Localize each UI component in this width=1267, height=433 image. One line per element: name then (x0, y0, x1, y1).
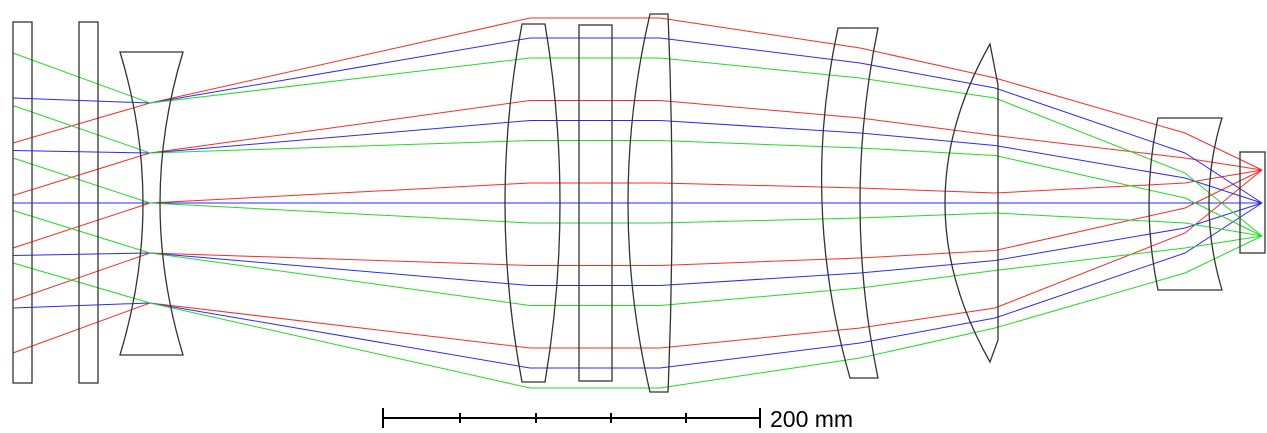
ray (12, 235, 1263, 389)
meniscus-lens (627, 13, 673, 393)
field-lens (1148, 117, 1223, 291)
plate (78, 21, 99, 384)
ray (12, 210, 1263, 306)
ray (12, 120, 1263, 204)
ray (12, 169, 1263, 354)
plano-convex-lens (944, 42, 999, 364)
ray (12, 105, 1263, 237)
plate (12, 21, 33, 384)
plate (578, 24, 613, 382)
biconcave-lens (119, 51, 184, 356)
ray (12, 157, 1263, 237)
window (1239, 151, 1266, 254)
ray (12, 100, 1263, 196)
ray (12, 52, 1263, 237)
scale-label: 200 mm (770, 406, 853, 432)
biconvex-lens (504, 23, 561, 383)
lens-elements (12, 13, 1266, 393)
ray (12, 17, 1263, 171)
rays (12, 17, 1263, 389)
ray (12, 202, 1263, 286)
scale-bar: 200 mm (382, 406, 853, 432)
meniscus-lens (820, 27, 879, 379)
ray (12, 169, 1263, 301)
ray (12, 169, 1263, 249)
